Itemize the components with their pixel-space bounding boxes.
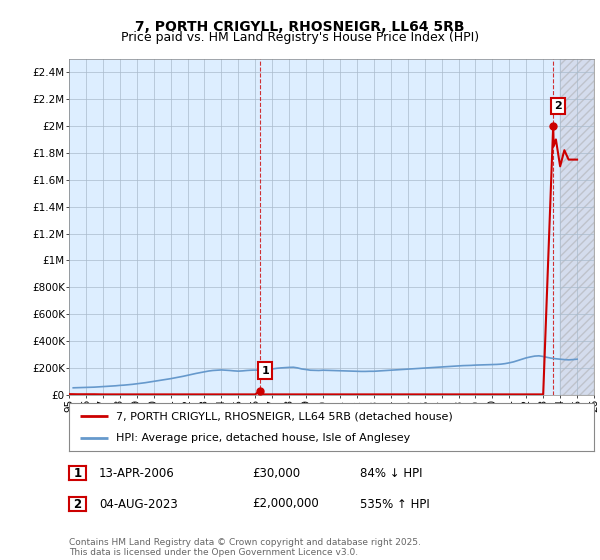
Text: 2: 2 xyxy=(73,497,82,511)
Text: Contains HM Land Registry data © Crown copyright and database right 2025.
This d: Contains HM Land Registry data © Crown c… xyxy=(69,538,421,557)
Text: 13-APR-2006: 13-APR-2006 xyxy=(99,466,175,480)
Text: 04-AUG-2023: 04-AUG-2023 xyxy=(99,497,178,511)
Text: 2: 2 xyxy=(554,101,562,111)
Text: 1: 1 xyxy=(261,366,269,376)
Text: 1: 1 xyxy=(73,466,82,480)
Text: 7, PORTH CRIGYLL, RHOSNEIGR, LL64 5RB: 7, PORTH CRIGYLL, RHOSNEIGR, LL64 5RB xyxy=(135,20,465,34)
Text: HPI: Average price, detached house, Isle of Anglesey: HPI: Average price, detached house, Isle… xyxy=(116,433,410,443)
Text: Price paid vs. HM Land Registry's House Price Index (HPI): Price paid vs. HM Land Registry's House … xyxy=(121,31,479,44)
Bar xyxy=(560,59,594,395)
Text: £30,000: £30,000 xyxy=(252,466,300,480)
Text: 7, PORTH CRIGYLL, RHOSNEIGR, LL64 5RB (detached house): 7, PORTH CRIGYLL, RHOSNEIGR, LL64 5RB (d… xyxy=(116,411,453,421)
Text: 535% ↑ HPI: 535% ↑ HPI xyxy=(360,497,430,511)
Text: 84% ↓ HPI: 84% ↓ HPI xyxy=(360,466,422,480)
Text: £2,000,000: £2,000,000 xyxy=(252,497,319,511)
